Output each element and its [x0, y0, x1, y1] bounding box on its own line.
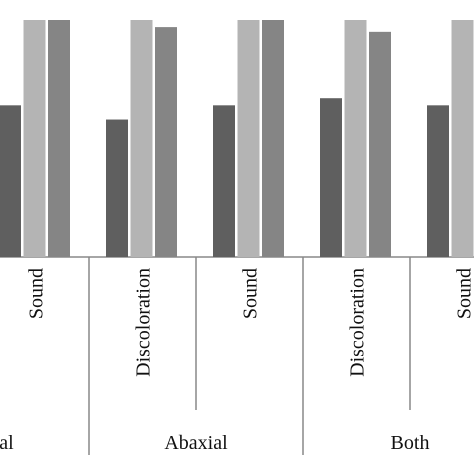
bar [320, 98, 342, 258]
group-label: Abaxial [164, 432, 228, 454]
bar [106, 119, 128, 257]
category-label: Sound [26, 268, 48, 319]
bar [213, 105, 235, 257]
bar [262, 20, 284, 257]
bar [130, 20, 153, 257]
bar [237, 20, 260, 257]
bar [344, 20, 367, 257]
category-label: Sound [454, 268, 474, 319]
category-label: Sound [240, 268, 262, 319]
bar [369, 31, 391, 257]
group-label: Adaxial [0, 432, 14, 454]
bar [427, 105, 449, 257]
category-label: Discoloration [347, 268, 369, 377]
bar [48, 20, 70, 257]
bar [23, 20, 46, 257]
group-label: Both [391, 432, 430, 454]
category-label: Discoloration [133, 268, 155, 377]
bar [451, 20, 474, 257]
bar [0, 105, 21, 257]
bar [155, 27, 177, 257]
